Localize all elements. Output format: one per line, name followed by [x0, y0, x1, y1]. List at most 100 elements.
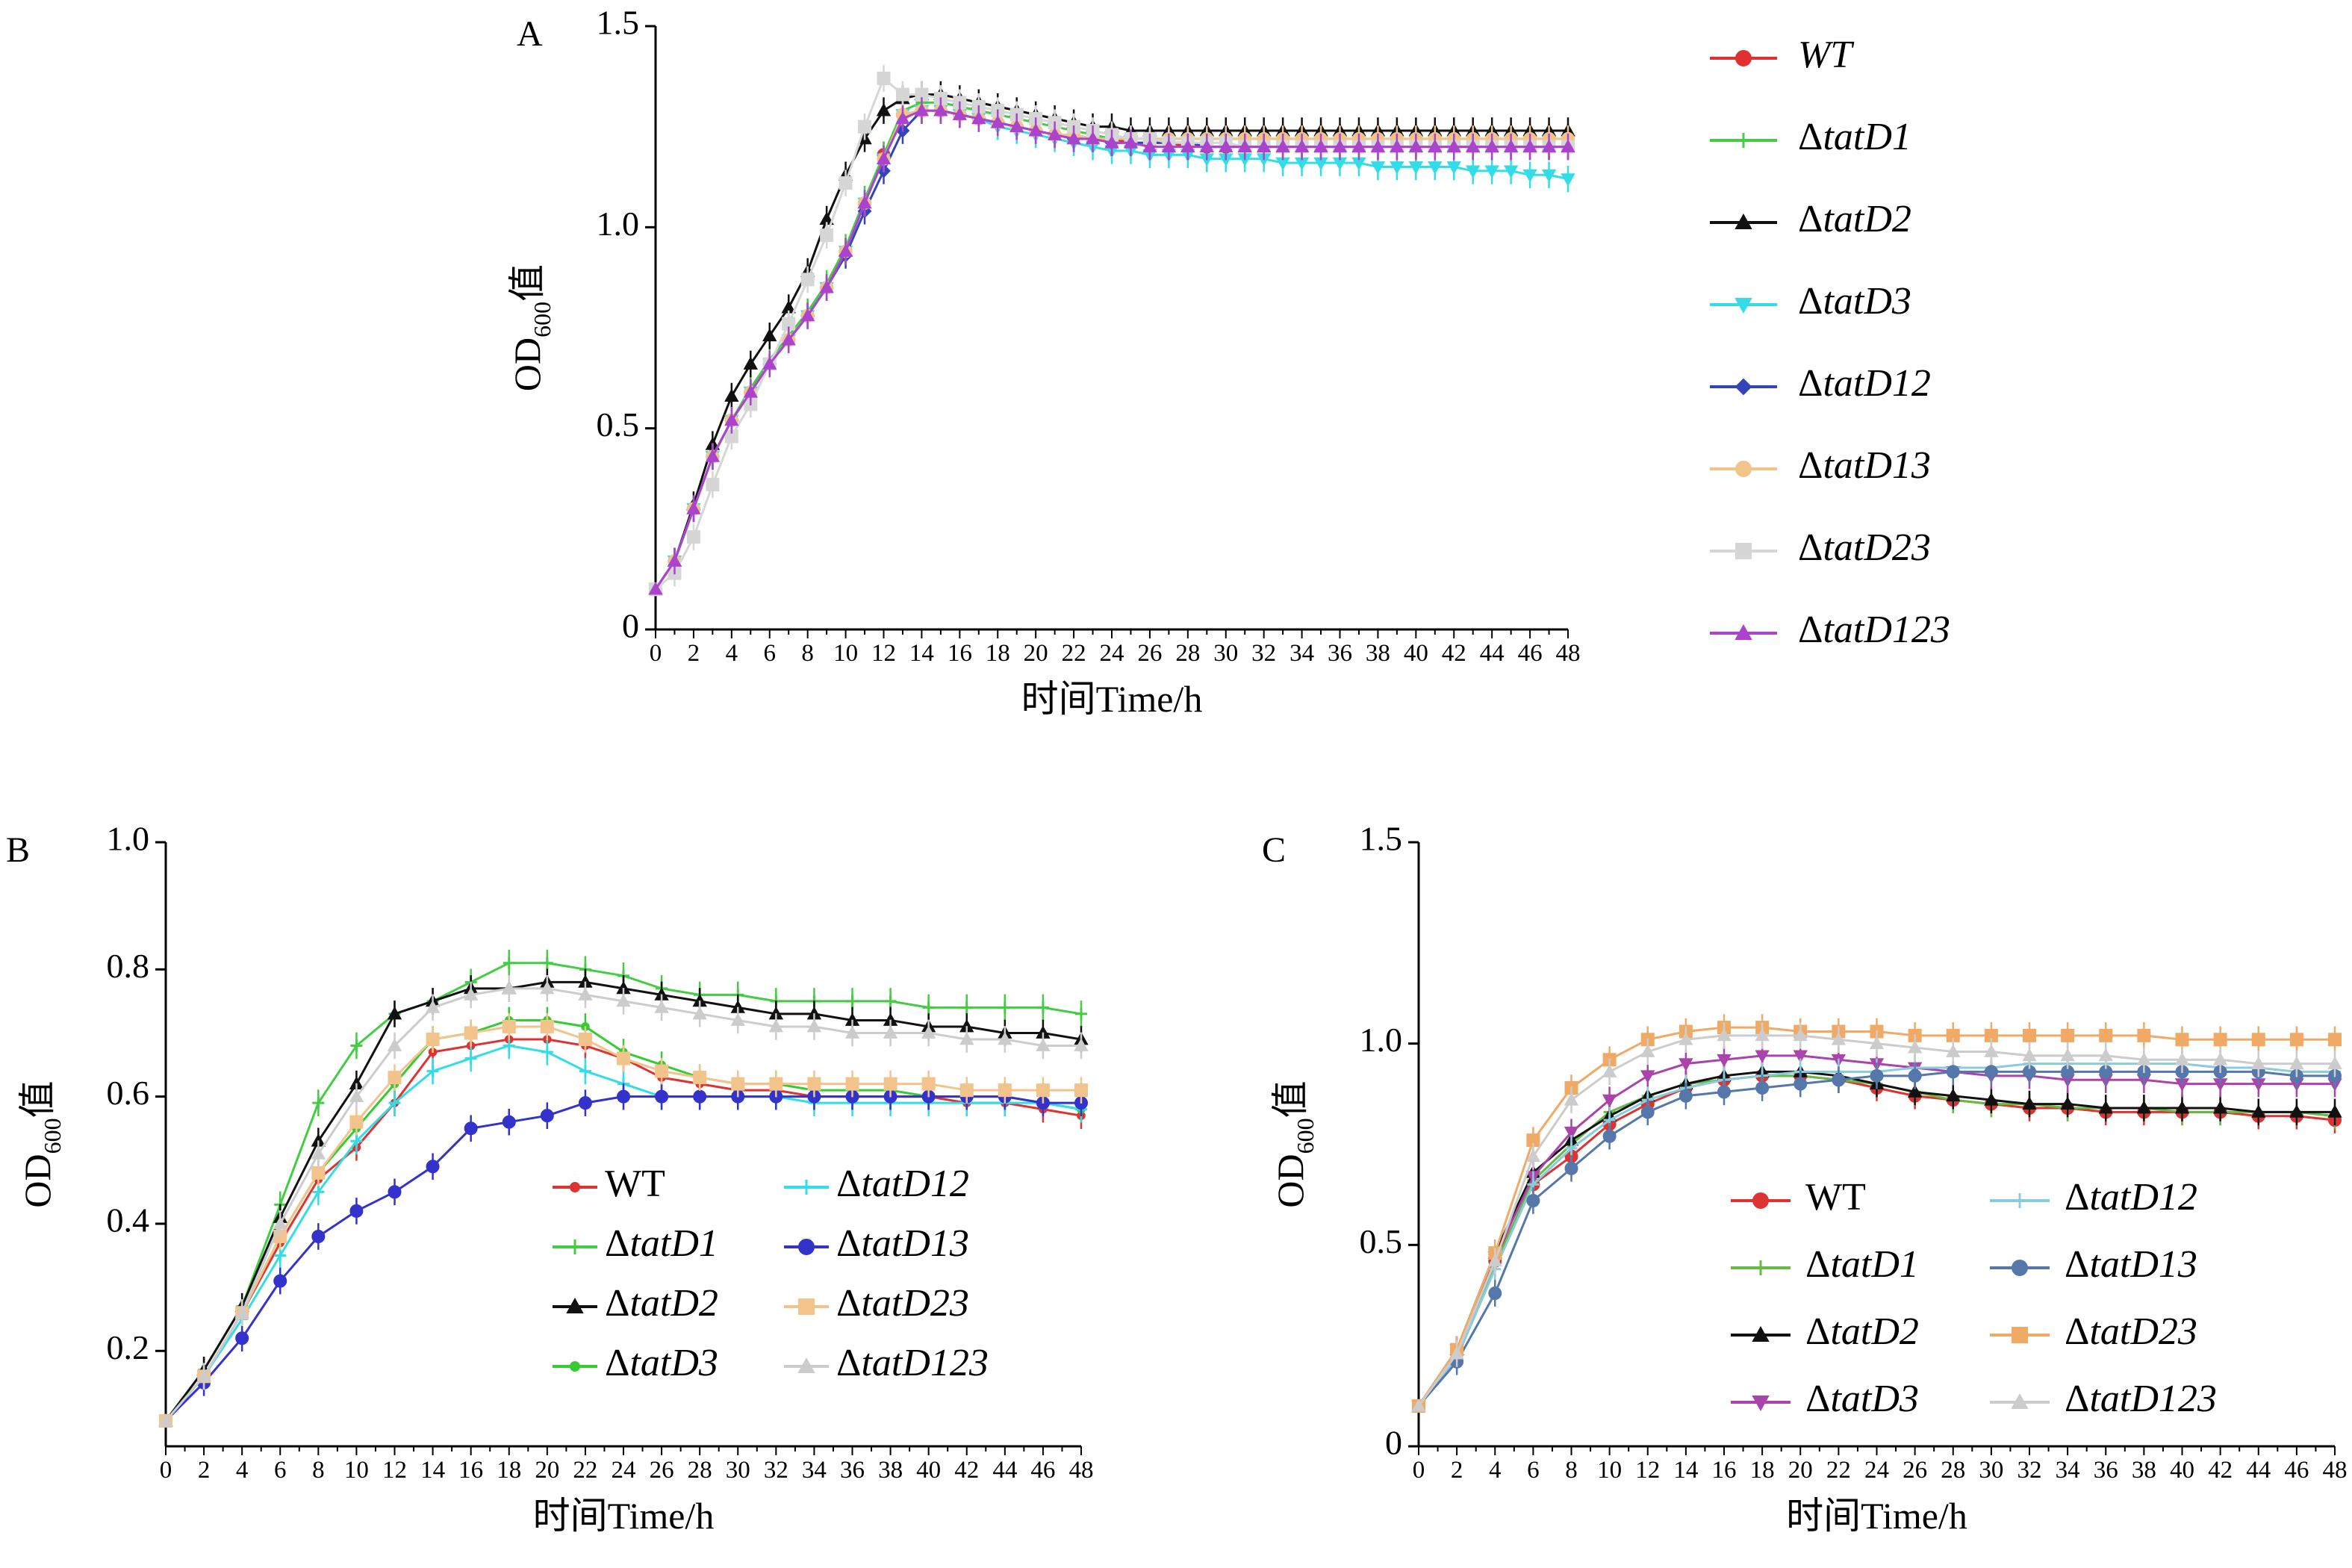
x-tick-label: 30 — [726, 1457, 750, 1484]
data-point — [1503, 139, 1519, 152]
data-point — [1390, 161, 1404, 175]
legend-marker — [2012, 1327, 2028, 1343]
legend-delta: Δ — [836, 1282, 861, 1325]
data-point — [311, 1229, 326, 1243]
legend-italic: tatD1 — [629, 1222, 718, 1265]
legend-delta: Δ — [2065, 1310, 2089, 1353]
legend-italic: tatD13 — [1823, 444, 1930, 487]
x-tick-label: 12 — [871, 640, 896, 667]
legend-delta: Δ — [1798, 280, 1823, 323]
data-point — [1446, 161, 1461, 175]
legend-delta: Δ — [605, 1342, 629, 1384]
legend-entry: ΔtatD23 — [1710, 526, 1931, 569]
data-point — [1564, 1161, 1578, 1175]
data-point — [1161, 139, 1177, 152]
data-point — [1487, 1253, 1502, 1267]
data-point — [1237, 139, 1252, 152]
x-tick-label: 4 — [726, 640, 738, 667]
legend-label: WT — [1798, 34, 1854, 76]
data-point — [1085, 131, 1101, 145]
data-point — [1946, 1088, 1961, 1102]
legend-delta: Δ — [1798, 362, 1823, 405]
data-point — [579, 1065, 591, 1077]
legend-entry: ΔtatD12 — [1710, 362, 1931, 405]
legend-delta: Δ — [2065, 1176, 2089, 1219]
data-point — [2328, 1033, 2342, 1047]
x-tick-label: 26 — [1137, 640, 1162, 667]
data-point — [971, 111, 986, 125]
y-tick-label: 0.8 — [107, 947, 150, 985]
data-point — [234, 1305, 249, 1319]
data-point — [1047, 127, 1063, 140]
data-point — [845, 1077, 859, 1091]
data-point — [1679, 1058, 1693, 1071]
data-point — [807, 1077, 821, 1091]
data-point — [1066, 131, 1081, 145]
x-tick-label: 24 — [1100, 640, 1124, 667]
data-point — [1525, 1148, 1541, 1163]
data-point — [1869, 1036, 1885, 1050]
x-tick-label: 36 — [1328, 640, 1352, 667]
data-point — [1602, 1064, 1617, 1077]
data-point — [998, 1083, 1012, 1098]
data-point — [1984, 1065, 1998, 1079]
data-point — [768, 1018, 784, 1033]
data-point — [724, 412, 739, 426]
legend-italic: tatD13 — [861, 1222, 968, 1265]
data-point — [762, 356, 777, 370]
data-point — [706, 478, 720, 492]
data-point — [705, 449, 721, 462]
x-tick-label: 32 — [764, 1457, 788, 1484]
legend-marker — [570, 1361, 580, 1372]
data-point — [2098, 1100, 2113, 1114]
legend-entry: ΔtatD123 — [784, 1342, 989, 1384]
data-point — [1332, 139, 1348, 152]
data-point — [1411, 1399, 1426, 1412]
data-point — [2136, 1100, 2152, 1114]
data-point — [426, 1032, 440, 1046]
data-point — [693, 1071, 707, 1085]
data-point — [1466, 165, 1481, 178]
data-point — [1142, 139, 1157, 152]
series-line — [1417, 1074, 2336, 1407]
legend-marker — [2011, 1393, 2029, 1409]
data-point — [1640, 1070, 1655, 1083]
data-point — [2175, 1033, 2189, 1047]
x-tick-label: 8 — [1565, 1457, 1578, 1484]
data-point — [952, 107, 968, 120]
legend-delta: Δ — [1798, 444, 1823, 487]
y-axis-title: OD600值 — [1269, 1080, 1319, 1207]
legend-italic: WT — [1798, 34, 1854, 76]
legend-entry: ΔtatD23 — [784, 1282, 969, 1325]
data-point — [839, 176, 853, 190]
x-tick-label: 2 — [688, 640, 700, 667]
x-tick-label: 48 — [1556, 640, 1581, 667]
series-line — [654, 109, 1568, 590]
data-point — [2289, 1033, 2303, 1047]
data-point — [883, 1025, 898, 1039]
data-point — [158, 1413, 173, 1427]
data-point — [541, 956, 553, 969]
legend-italic: tatD2 — [629, 1282, 718, 1325]
legend-marker — [1753, 1260, 1768, 1275]
data-point — [349, 1204, 364, 1218]
legend-label: ΔtatD13 — [1798, 444, 1931, 487]
legend-entry: ΔtatD1 — [1731, 1243, 1919, 1286]
data-point — [1275, 139, 1290, 152]
x-tick-label: 20 — [1024, 640, 1048, 667]
legend-marker — [567, 1239, 582, 1254]
data-point — [743, 356, 758, 370]
x-tick-label: 12 — [1635, 1457, 1660, 1484]
data-point — [1946, 1065, 1960, 1079]
data-point — [990, 115, 1005, 128]
x-tick-label: 42 — [2208, 1457, 2233, 1484]
data-point — [1199, 139, 1214, 152]
legend-marker — [1735, 543, 1752, 559]
legend-italic: tatD3 — [1823, 280, 1911, 323]
y-tick-label: 0.2 — [107, 1328, 150, 1366]
data-point — [1408, 161, 1424, 175]
legend-label: ΔtatD3 — [1798, 280, 1911, 323]
data-point — [2212, 1100, 2228, 1114]
x-tick-label: 46 — [1518, 640, 1543, 667]
legend-italic: tatD3 — [629, 1342, 718, 1384]
